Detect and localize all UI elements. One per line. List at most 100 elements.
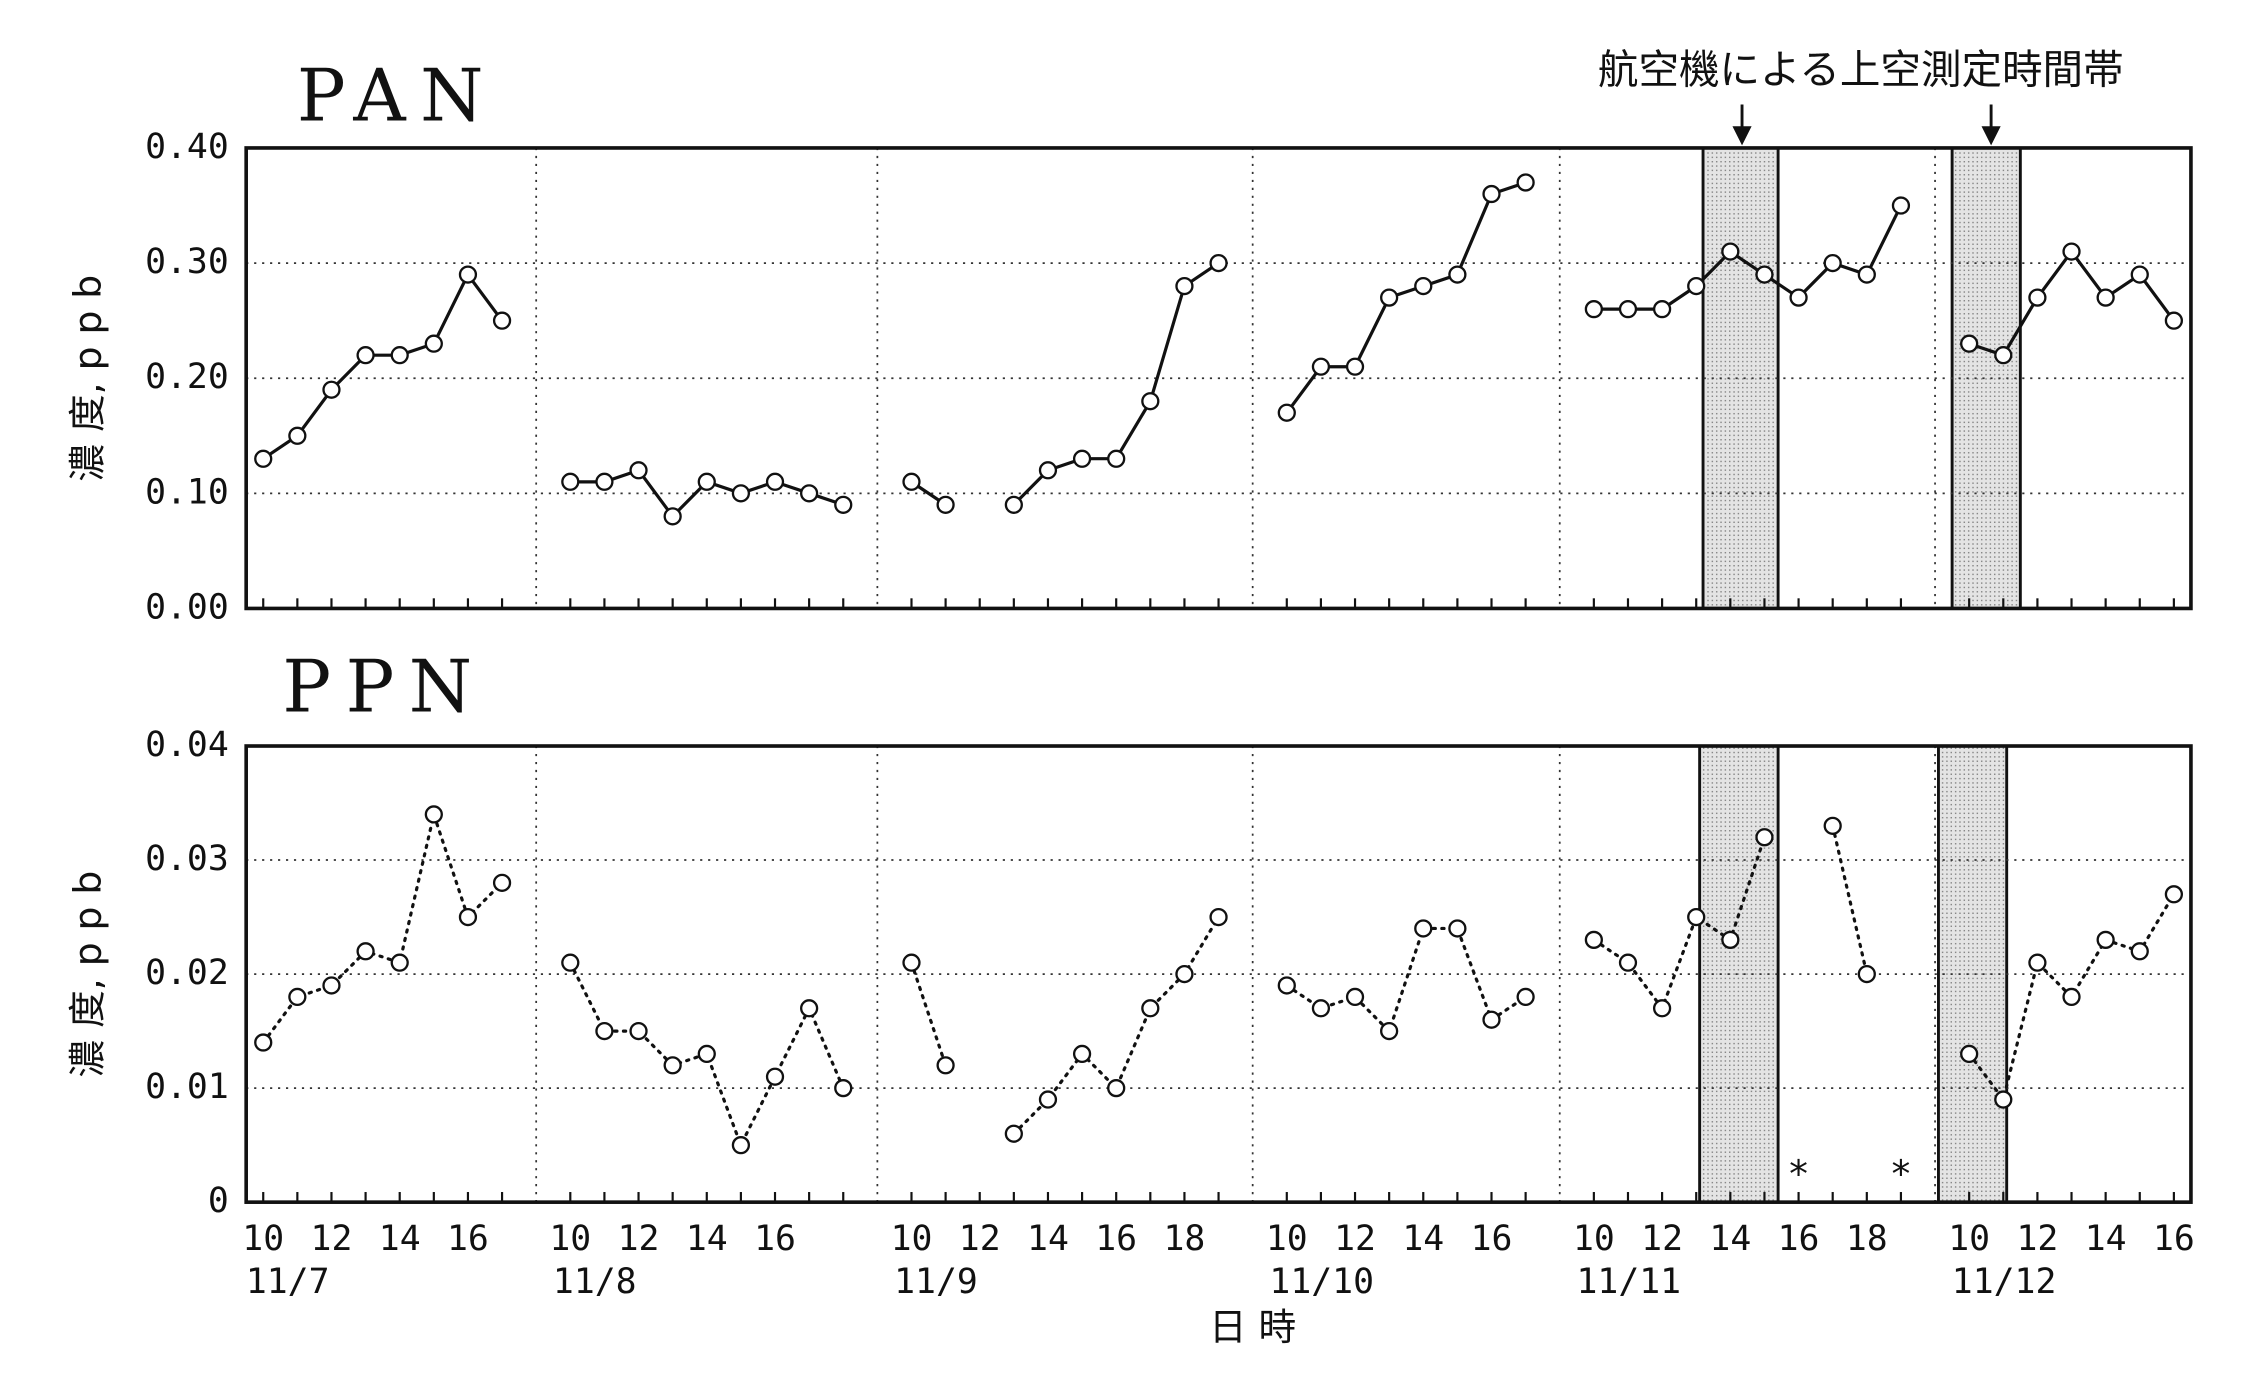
chart-title: PPN [282, 645, 486, 729]
data-point [800, 484, 819, 503]
y-tick-label: 0.03 [145, 839, 229, 879]
x-tick-label: 16 [754, 1219, 796, 1259]
data-point [1516, 987, 1535, 1007]
data-point [1004, 1124, 1023, 1143]
data-point [1721, 930, 1740, 949]
data-point [2096, 930, 2115, 949]
data-point [458, 907, 478, 927]
x-tick-label: 16 [1778, 1219, 1820, 1259]
data-point [2062, 242, 2081, 261]
data-point [595, 1021, 614, 1041]
series-line [261, 808, 2176, 1150]
x-tick-label: 16 [1471, 1219, 1513, 1259]
data-point [1584, 930, 1603, 949]
y-tick-label: 0.30 [145, 242, 229, 282]
data-point [1652, 300, 1672, 319]
data-point [254, 449, 273, 468]
data-point [1175, 964, 1194, 984]
data-point [629, 1021, 648, 1041]
y-tick-label: 0 [208, 1181, 229, 1221]
data-point [1994, 346, 2013, 365]
data-point [2130, 265, 2149, 284]
data-point [561, 472, 580, 491]
data-point [1482, 1010, 1501, 1029]
data-point [1687, 907, 1706, 927]
x-tick-label: 14 [2085, 1219, 2127, 1259]
data-point [1345, 987, 1365, 1007]
data-point [1857, 265, 1876, 284]
data-point [1141, 392, 1160, 411]
data-point [1414, 276, 1433, 296]
data-point [1380, 288, 1399, 307]
data-point [765, 1067, 785, 1086]
x-tick-label: 16 [447, 1219, 489, 1259]
data-point [1141, 999, 1160, 1018]
annotation: 航空機による上空測定時間帯 [1598, 46, 2124, 94]
data-point [1448, 919, 1467, 938]
y-tick-label: 0.20 [145, 357, 229, 397]
data-point [492, 311, 512, 330]
data-point [936, 495, 955, 514]
flight-period [1937, 744, 2009, 1204]
data-point [1584, 300, 1603, 319]
data-point [1994, 1090, 2013, 1109]
data-point [1448, 265, 1467, 284]
data-point [1516, 173, 1535, 192]
plot-frame [244, 744, 2193, 1204]
data-point [1618, 300, 1638, 319]
y-tick-label: 0.01 [145, 1067, 229, 1107]
day-label: 11/9 [894, 1262, 978, 1302]
x-tick-label: 10 [1573, 1219, 1615, 1259]
data-point [1687, 276, 1706, 296]
series-line [261, 180, 2176, 519]
data-point [1652, 999, 1672, 1018]
x-tick-label: 16 [1095, 1219, 1137, 1259]
data-point [1038, 1090, 1058, 1109]
data-point [936, 1056, 955, 1075]
x-tick-label: 12 [618, 1219, 660, 1259]
y-tick-label: 0.04 [145, 725, 229, 765]
data-point [800, 999, 819, 1018]
y-tick-label: 0.00 [145, 587, 229, 627]
data-point [2062, 987, 2081, 1007]
x-tick-label: 12 [1334, 1219, 1376, 1259]
data-point [1960, 1044, 1979, 1064]
data-point [561, 953, 580, 972]
data-point [1209, 907, 1228, 927]
x-axis-label: 日 時 [1209, 1305, 1296, 1349]
data-point [697, 1044, 716, 1064]
x-tick-label: 14 [1402, 1219, 1444, 1259]
data-point [1004, 495, 1023, 514]
data-point [2028, 953, 2047, 972]
data-point [1789, 288, 1808, 307]
y-tick-label: 0.40 [145, 127, 229, 167]
data-point [629, 461, 648, 480]
data-point [1823, 816, 1842, 835]
data-point [1482, 184, 1501, 204]
data-point [1857, 964, 1876, 984]
y-axis-label: 濃 度, p p b [65, 275, 109, 482]
y-tick-label: 0.02 [145, 953, 229, 993]
data-point [1721, 242, 1740, 261]
data-point [356, 942, 375, 961]
x-tick-label: 14 [379, 1219, 421, 1259]
data-point [1107, 1078, 1126, 1098]
data-point [288, 426, 307, 445]
data-point [322, 380, 341, 399]
plot-frame [244, 146, 2193, 611]
day-label: 11/10 [1269, 1262, 1374, 1302]
data-point [1618, 953, 1638, 972]
data-point [458, 265, 478, 284]
flight-period [1698, 744, 1780, 1204]
data-point [2164, 311, 2184, 330]
x-tick-label: 16 [2153, 1219, 2195, 1259]
data-point [1072, 1044, 1092, 1064]
data-point [1277, 976, 1296, 995]
data-point [1072, 449, 1092, 468]
y-axis-label: 濃 度, p p b [65, 871, 109, 1078]
data-point [1755, 265, 1774, 284]
data-point [902, 953, 921, 972]
data-point [424, 334, 443, 353]
